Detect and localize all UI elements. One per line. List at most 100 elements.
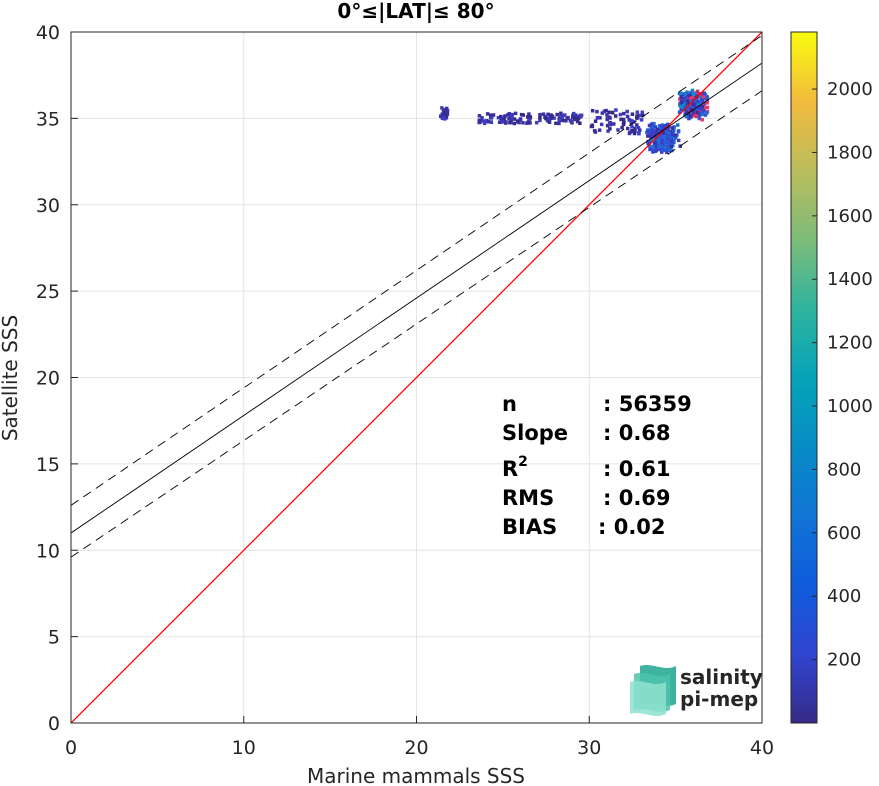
density-cell [636, 126, 641, 130]
density-cell [685, 98, 690, 103]
density-cell [671, 136, 676, 141]
density-cell [496, 115, 501, 120]
density-cell [691, 92, 696, 97]
y-axis-title: Satellite SSS [0, 315, 22, 441]
density-cell [488, 113, 493, 117]
density-cell [635, 114, 639, 118]
density-cell [633, 129, 637, 134]
density-cell [696, 101, 700, 106]
density-cell [667, 139, 671, 143]
density-cell [605, 123, 610, 128]
density-cell [663, 140, 668, 145]
colorbar-tick-label: 1400 [827, 269, 873, 290]
density-cell [527, 112, 531, 116]
density-cell [480, 115, 484, 120]
density-cell [654, 144, 659, 148]
y-tick-label: 30 [36, 195, 60, 217]
density-cell [649, 138, 653, 142]
density-cell [610, 110, 615, 115]
density-cell [687, 94, 691, 98]
density-cell [694, 107, 699, 111]
density-cell [684, 92, 688, 97]
colorbar-tick-label: 200 [827, 650, 861, 671]
density-cell [702, 105, 707, 110]
density-cell [573, 115, 577, 119]
density-cell [632, 131, 637, 136]
density-cell [679, 91, 683, 95]
density-cell [512, 121, 517, 126]
density-cell [605, 117, 609, 122]
density-cell [614, 108, 618, 112]
line-1-1 [71, 32, 762, 723]
density-cell [521, 113, 526, 117]
density-cell [693, 97, 698, 102]
density-cell [620, 125, 624, 130]
density-cell [684, 110, 689, 114]
density-cell [696, 99, 700, 104]
density-cell [680, 100, 684, 105]
density-cell [663, 138, 667, 143]
density-cell [665, 127, 670, 131]
salinity-pimep-logo: salinity pi-mep [630, 665, 763, 716]
density-cell [646, 141, 650, 146]
density-cell [589, 124, 594, 129]
density-cell [599, 122, 604, 127]
density-cell [681, 98, 685, 103]
density-cell [650, 132, 655, 137]
density-cell [578, 121, 582, 125]
density-cell [649, 122, 654, 127]
density-cell [680, 96, 684, 101]
density-cell [700, 117, 704, 122]
density-cell [512, 117, 517, 121]
density-cell [622, 120, 626, 125]
density-cell [598, 116, 602, 120]
density-cell [516, 119, 520, 124]
density-cell [652, 122, 656, 126]
density-cell [697, 106, 702, 110]
density-cell [595, 109, 599, 114]
density-cell [632, 120, 636, 124]
stat-slope-label: Slope [502, 421, 568, 445]
density-cell [704, 111, 709, 115]
density-cell [444, 106, 449, 111]
density-cell [697, 116, 702, 121]
density-cell [554, 121, 558, 126]
density-cell [546, 112, 550, 117]
density-cell [656, 147, 661, 152]
density-cell [695, 89, 700, 94]
density-cell [538, 118, 542, 123]
y-tick-label: 35 [36, 108, 60, 130]
density-cell [697, 91, 701, 96]
density-cell [672, 140, 676, 145]
density-cell [679, 107, 683, 111]
density-cell [685, 90, 689, 94]
density-cell [596, 115, 600, 120]
density-cell [676, 138, 681, 143]
density-cell [576, 116, 581, 121]
density-cell [650, 135, 654, 139]
density-cell [640, 110, 645, 115]
density-cell [640, 113, 645, 118]
density-cell [564, 118, 568, 123]
density-cell [705, 101, 709, 105]
density-cell [521, 121, 525, 125]
x-tick-label: 30 [577, 737, 601, 759]
density-cell [690, 95, 694, 100]
density-cell [670, 148, 674, 153]
density-cell [627, 117, 631, 122]
density-cell [478, 120, 482, 124]
stat-r2-base: R [502, 457, 518, 481]
density-cell [558, 118, 562, 122]
density-cell [659, 144, 663, 148]
density-cell [681, 102, 686, 106]
density-cell [534, 120, 539, 125]
density-cell [489, 120, 493, 124]
density-cell [483, 119, 487, 123]
density-cell [693, 99, 698, 104]
density-cell [608, 116, 612, 120]
line-fit [71, 62, 762, 534]
y-axis-ticks: 0 5 10 15 20 25 30 35 40 [36, 22, 78, 735]
density-cell [659, 135, 664, 139]
density-cell [491, 113, 496, 117]
density-cell [559, 111, 563, 116]
